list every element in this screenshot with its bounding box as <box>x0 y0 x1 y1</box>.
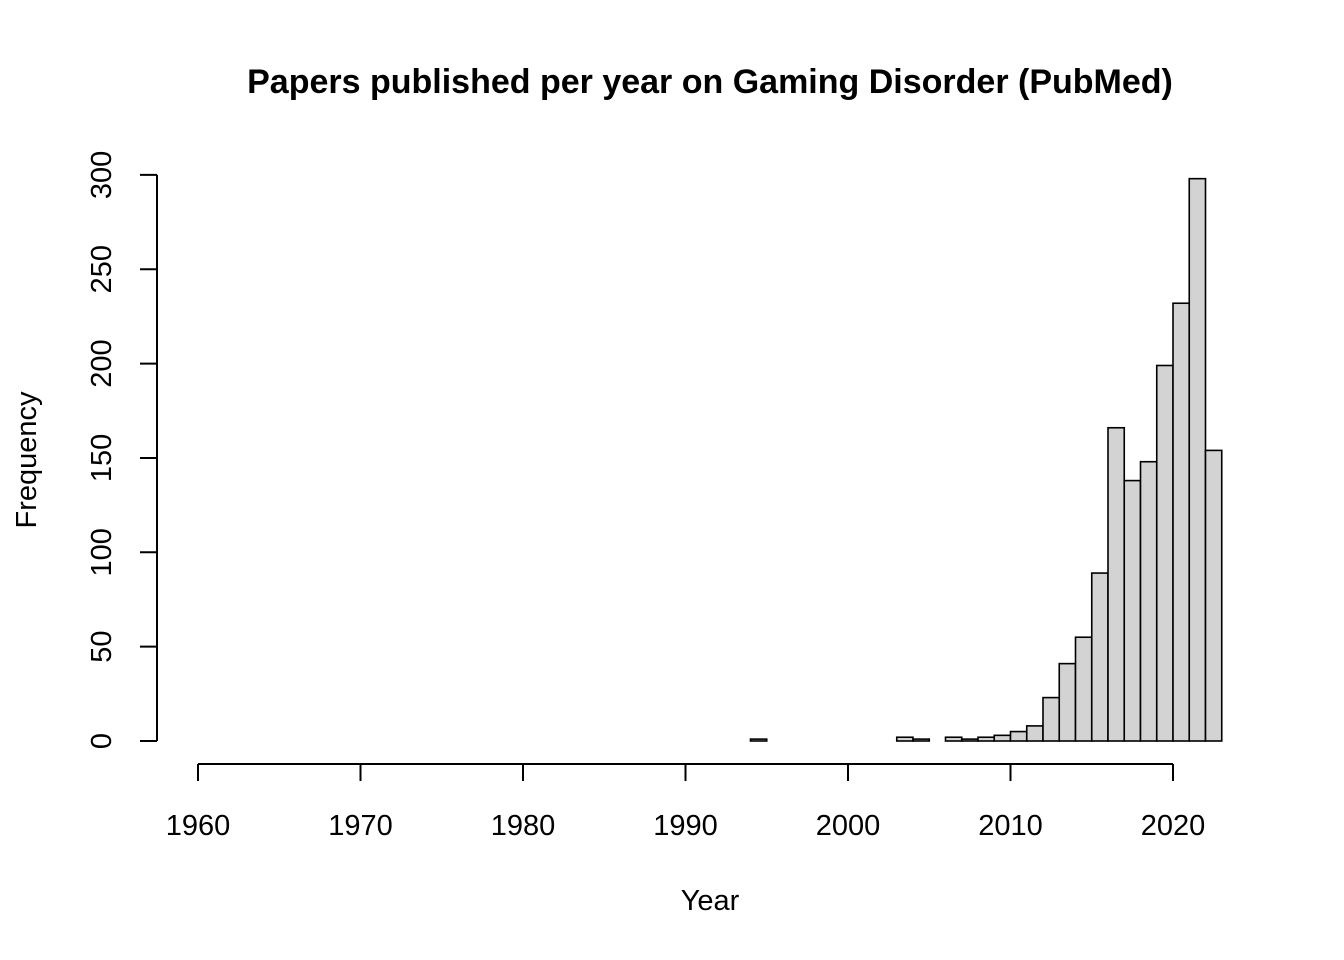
histogram-bar-2021 <box>1188 177 1207 742</box>
y-tick-label: 50 <box>86 631 118 663</box>
y-axis-label: Frequency <box>11 391 43 529</box>
histogram-bar-2009 <box>993 734 1012 742</box>
x-tick-label: 1970 <box>328 810 393 842</box>
x-tick-label: 1980 <box>491 810 556 842</box>
histogram-bar-2011 <box>1025 725 1044 742</box>
x-tick-label: 2000 <box>816 810 881 842</box>
y-tick-label: 0 <box>86 733 118 749</box>
x-tick-label: 2010 <box>978 810 1043 842</box>
histogram-bar-2013 <box>1058 662 1077 742</box>
bars-group <box>749 177 1223 742</box>
histogram-bar-2004 <box>912 738 931 742</box>
x-axis-label: Year <box>681 885 740 917</box>
y-tick-label: 250 <box>86 245 118 293</box>
y-axis: 0 50 100 150 200 250 300 <box>86 151 158 749</box>
y-tick-label: 150 <box>86 434 118 482</box>
histogram-bar-2017 <box>1123 479 1142 742</box>
histogram-bar-2022 <box>1204 449 1223 742</box>
histogram-bar-2006 <box>944 736 963 742</box>
histogram-bar-2010 <box>1009 730 1028 742</box>
histogram-bar-2020 <box>1172 302 1191 742</box>
histogram-bar-2018 <box>1139 460 1158 742</box>
histogram-bar-2014 <box>1074 636 1093 742</box>
histogram-bar-2015 <box>1090 572 1109 742</box>
histogram-bar-1994 <box>749 738 768 742</box>
histogram-bar-2003 <box>895 736 914 742</box>
histogram-bar-2008 <box>977 736 996 742</box>
histogram-bar-2016 <box>1107 426 1126 742</box>
histogram-bar-2012 <box>1042 696 1061 742</box>
x-tick-label: 1960 <box>166 810 231 842</box>
y-tick-label: 100 <box>86 528 118 576</box>
histogram-bar-2007 <box>960 738 979 742</box>
y-tick-label: 200 <box>86 339 118 387</box>
y-tick-label: 300 <box>86 151 118 199</box>
chart-title: Papers published per year on Gaming Diso… <box>247 63 1173 101</box>
histogram-bar-2019 <box>1155 364 1174 742</box>
x-axis: 1960 1970 1980 1990 2000 2010 2020 <box>166 763 1206 842</box>
x-tick-label: 1990 <box>653 810 718 842</box>
x-tick-label: 2020 <box>1141 810 1206 842</box>
